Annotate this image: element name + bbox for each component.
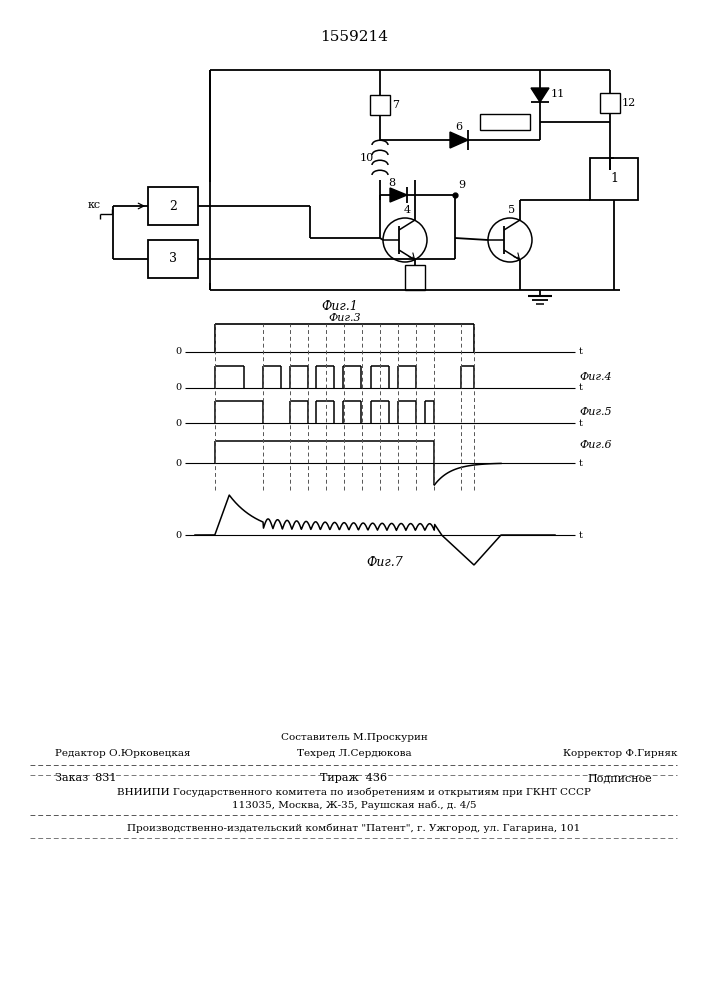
Text: 0: 0 — [176, 348, 182, 357]
Text: Техред Л.Сердюкова: Техред Л.Сердюкова — [297, 748, 411, 758]
Text: 9: 9 — [458, 180, 465, 190]
Bar — [590, 158, 638, 200]
Text: 10: 10 — [360, 153, 374, 163]
Text: 8: 8 — [388, 178, 395, 188]
Text: 113035, Москва, Ж-35, Раушская наб., д. 4/5: 113035, Москва, Ж-35, Раушская наб., д. … — [232, 800, 477, 810]
Text: t: t — [579, 348, 583, 357]
Text: Фиг.3: Фиг.3 — [328, 313, 361, 323]
Text: 0: 0 — [176, 530, 182, 540]
Text: 12: 12 — [622, 98, 636, 108]
Polygon shape — [531, 88, 549, 102]
Polygon shape — [390, 188, 407, 202]
Text: Редактор О.Юрковецкая: Редактор О.Юрковецкая — [55, 748, 190, 758]
Text: Производственно-издательский комбинат "Патент", г. Ужгород, ул. Гагарина, 101: Производственно-издательский комбинат "П… — [127, 823, 580, 833]
Text: Фиг.4: Фиг.4 — [579, 372, 612, 382]
Text: t: t — [579, 383, 583, 392]
Text: 4: 4 — [404, 205, 411, 215]
Bar — [480, 114, 530, 130]
Bar — [148, 187, 198, 225]
Text: 5: 5 — [508, 205, 515, 215]
Bar — [405, 265, 425, 290]
Text: Корректор Ф.Гирняк: Корректор Ф.Гирняк — [563, 748, 677, 758]
Text: 1559214: 1559214 — [320, 30, 388, 44]
Bar — [370, 95, 390, 115]
Text: 3: 3 — [169, 252, 177, 265]
Text: 6: 6 — [455, 122, 462, 132]
Text: t: t — [579, 418, 583, 428]
Text: Составитель М.Проскурин: Составитель М.Проскурин — [281, 732, 427, 742]
Text: кс: кс — [88, 200, 101, 210]
Text: 11: 11 — [551, 89, 566, 99]
Text: t: t — [579, 530, 583, 540]
Text: 0: 0 — [176, 458, 182, 468]
Text: Фиг.6: Фиг.6 — [579, 440, 612, 450]
Text: Подписное: Подписное — [588, 773, 653, 783]
Text: 0: 0 — [176, 383, 182, 392]
Text: 1: 1 — [610, 172, 618, 186]
Text: 2: 2 — [169, 200, 177, 213]
Text: 0: 0 — [176, 418, 182, 428]
Text: Заказ  831: Заказ 831 — [55, 773, 117, 783]
Bar — [600, 93, 620, 113]
Text: Фиг.1: Фиг.1 — [322, 300, 358, 312]
Text: Тираж  436: Тираж 436 — [320, 773, 387, 783]
Text: Фиг.7: Фиг.7 — [367, 556, 404, 570]
Text: Фиг.5: Фиг.5 — [579, 407, 612, 417]
Bar — [148, 240, 198, 278]
Text: t: t — [579, 458, 583, 468]
Polygon shape — [450, 132, 468, 148]
Text: 7: 7 — [392, 100, 399, 110]
Text: ВНИИПИ Государственного комитета по изобретениям и открытиям при ГКНТ СССР: ВНИИПИ Государственного комитета по изоб… — [117, 787, 591, 797]
